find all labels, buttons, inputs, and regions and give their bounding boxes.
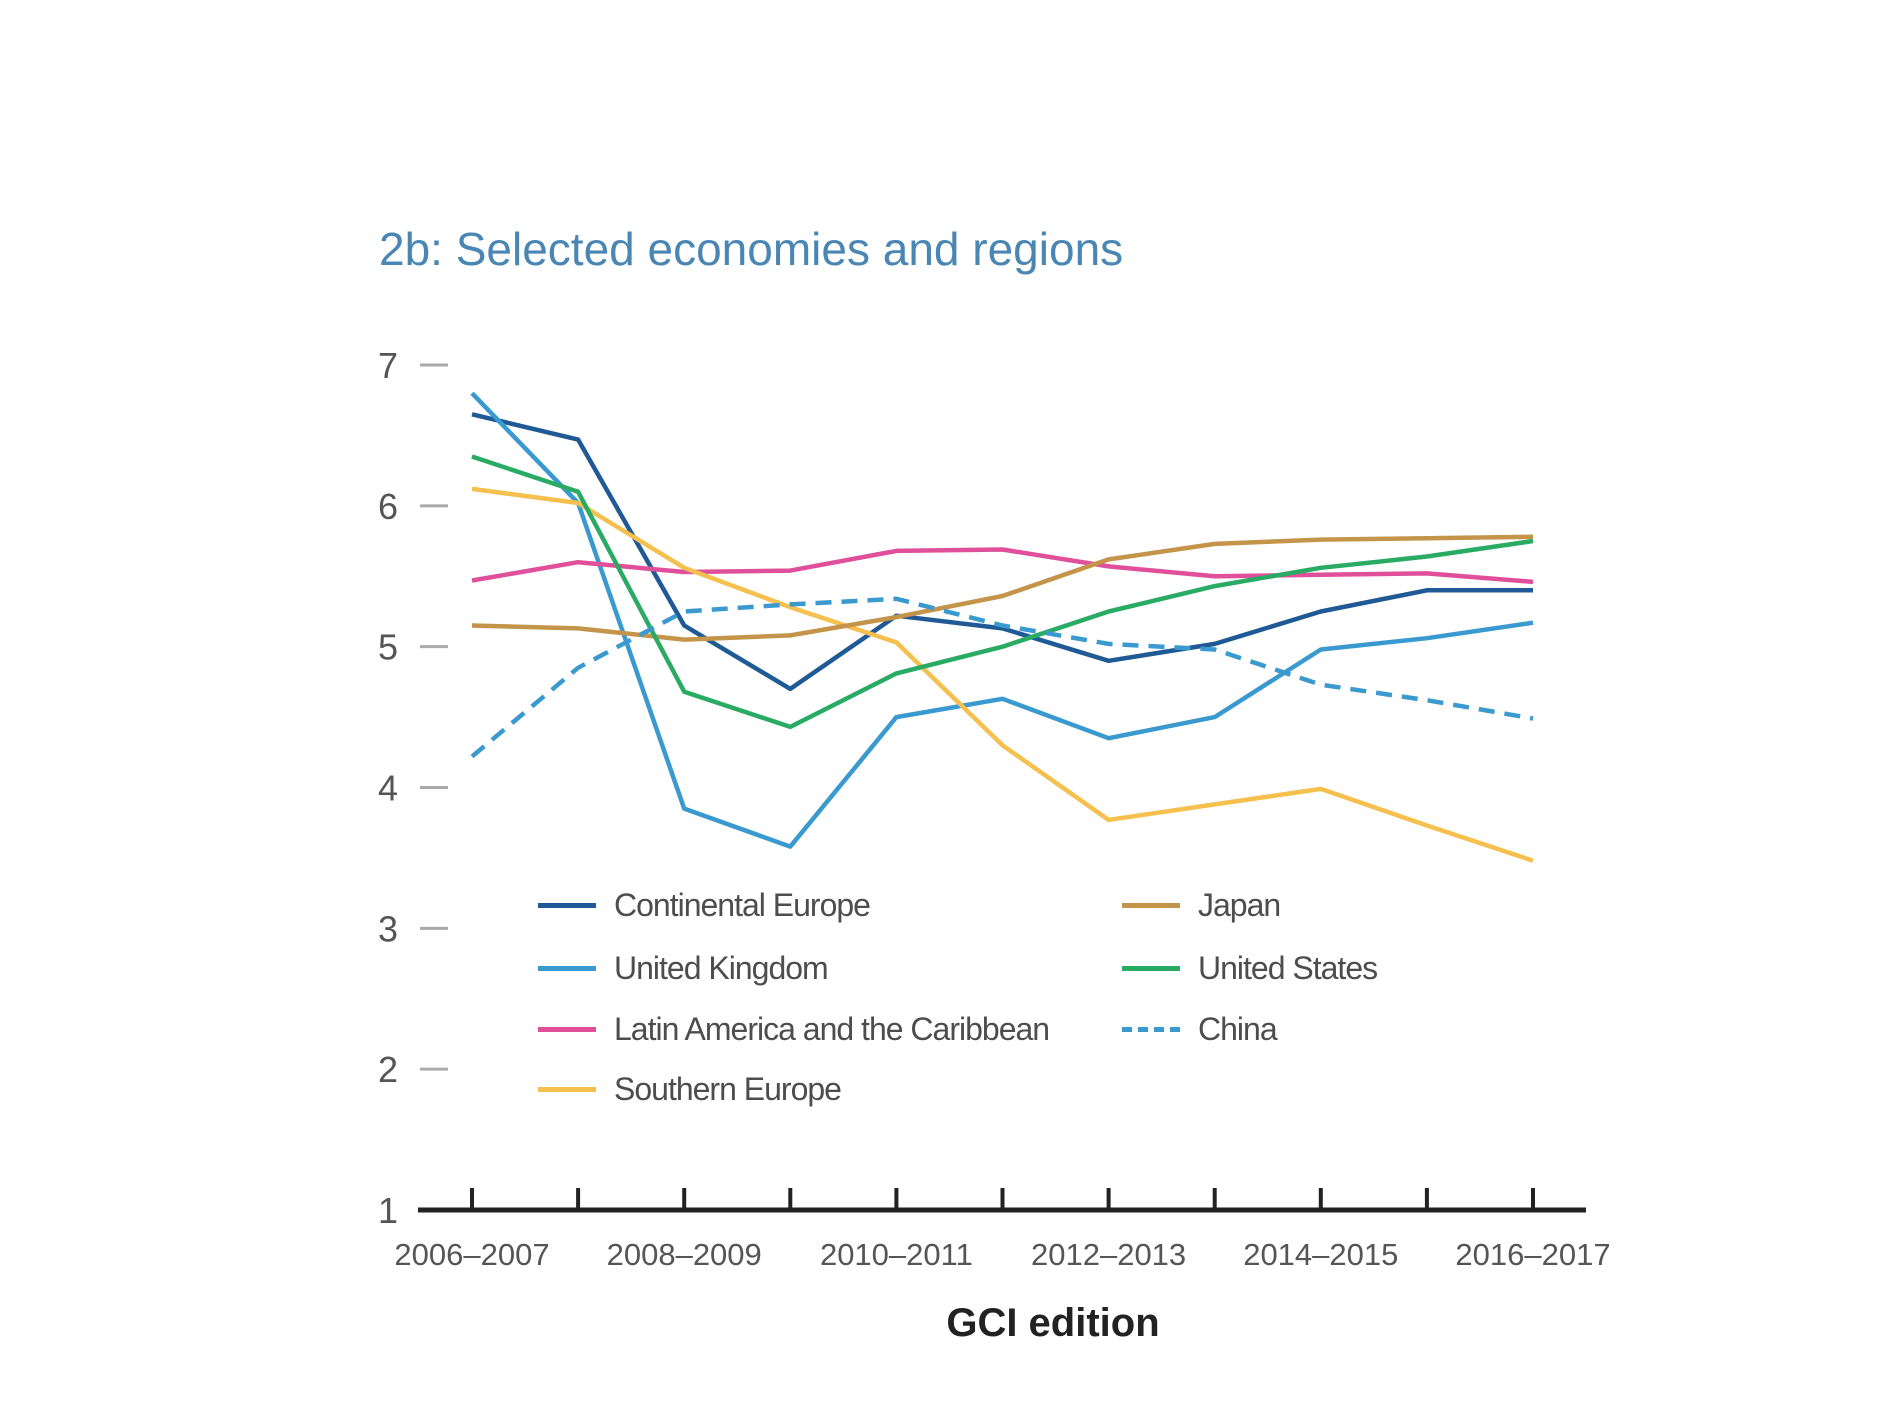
- legend-item-southern-europe: Southern Europe: [538, 1071, 842, 1108]
- x-tick-label: 2010–2011: [820, 1237, 973, 1272]
- series-line-china: [470, 596, 1534, 759]
- y-tick-label: 3: [378, 908, 398, 949]
- legend-swatch: [1122, 966, 1180, 971]
- legend-label: Continental Europe: [614, 887, 871, 923]
- series-line-united-states: [471, 454, 1534, 730]
- legend-swatch: [1122, 1027, 1180, 1032]
- legend-item-continental-europe: Continental Europe: [538, 887, 871, 924]
- series-line-southern-europe: [471, 486, 1534, 863]
- legend-swatch: [538, 1087, 596, 1092]
- legend-item-china: China: [1122, 1011, 1278, 1048]
- legend-label: Japan: [1198, 887, 1281, 923]
- legend-item-latin-america: Latin America and the Caribbean: [538, 1011, 1050, 1048]
- legend-item-united-states: United States: [1122, 950, 1378, 987]
- legend-item-united-kingdom: United Kingdom: [538, 950, 829, 987]
- legend-swatch: [538, 966, 596, 971]
- series-line-latin-america-and-the-caribbean: [471, 547, 1534, 585]
- legend-item-japan: Japan: [1122, 887, 1281, 924]
- legend-label: Southern Europe: [614, 1071, 842, 1107]
- legend-swatch: [1122, 903, 1180, 908]
- legend-label: Latin America and the Caribbean: [614, 1011, 1050, 1047]
- legend-label: United States: [1198, 950, 1378, 986]
- x-tick-label: 2012–2013: [1031, 1237, 1186, 1272]
- series-layer: [470, 391, 1534, 863]
- y-tick-label: 2: [378, 1049, 398, 1090]
- y-tick-label: 1: [378, 1190, 398, 1231]
- series-line-continental-europe: [471, 412, 1533, 692]
- x-tick-label: 2008–2009: [607, 1237, 762, 1272]
- legend-label: China: [1198, 1011, 1278, 1047]
- y-axis: 1 2 3 4 5 6 7: [378, 345, 448, 1231]
- legend-swatch: [538, 1027, 596, 1032]
- x-tick-label: 2014–2015: [1243, 1237, 1398, 1272]
- y-tick-label: 5: [378, 627, 398, 668]
- y-tick-label: 7: [378, 345, 398, 386]
- series-line-united-kingdom: [470, 391, 1534, 849]
- x-tick-label: 2006–2007: [394, 1237, 549, 1272]
- legend-swatch: [538, 903, 596, 908]
- y-tick-label: 6: [378, 486, 398, 527]
- legend-label: United Kingdom: [614, 950, 829, 986]
- series-line-japan: [471, 534, 1534, 642]
- x-tick-label: 2016–2017: [1455, 1237, 1610, 1272]
- y-tick-label: 4: [378, 768, 398, 809]
- x-axis-label: GCI edition: [946, 1301, 1159, 1345]
- chart-title: 2b: Selected economies and regions: [379, 223, 1124, 275]
- x-axis: 2006–2007 2008–2009 2010–2011 2012–2013 2014…: [394, 1188, 1611, 1272]
